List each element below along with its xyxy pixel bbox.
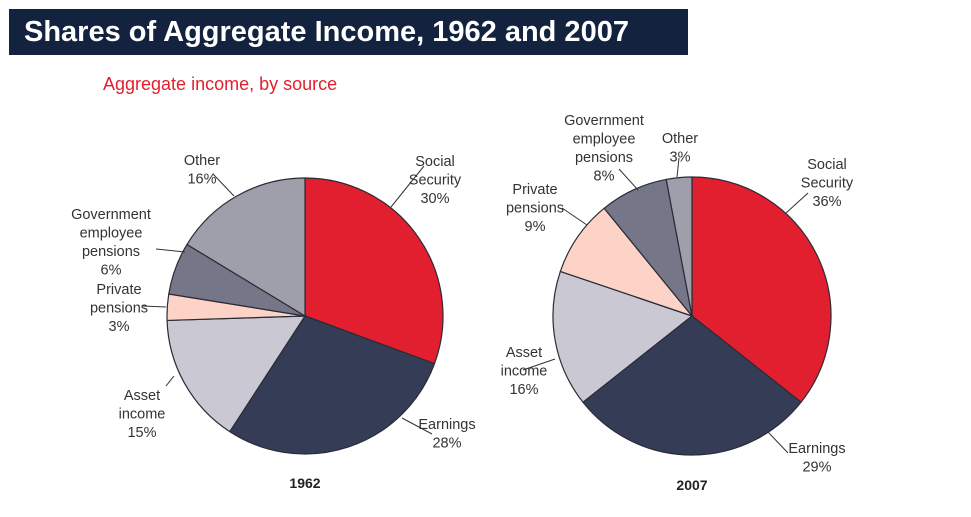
slice-label-2007-4: Government employee pensions 8% bbox=[564, 113, 644, 185]
pie-slice-1962-2 bbox=[166, 315, 306, 433]
slice-label-2007-5: Other 3% bbox=[662, 131, 698, 166]
leader-line-2007-5 bbox=[676, 157, 680, 178]
pie-chart-2007: Social Security 36% Earnings 29% Asset income 1… bbox=[501, 113, 854, 493]
chart-year-label-1962: 1962 bbox=[289, 475, 320, 491]
slice-label-1962-1: Earnings 28% bbox=[418, 417, 475, 452]
slice-label-1962-5: Other 16% bbox=[184, 153, 220, 188]
pie-slice-2007-5 bbox=[665, 176, 693, 317]
pie-slice-2007-1 bbox=[582, 315, 802, 456]
slice-label-2007-0: Social Security 36% bbox=[801, 157, 854, 210]
pie-slice-1962-1 bbox=[229, 315, 436, 455]
slice-label-1962-0: Social Security 30% bbox=[409, 154, 462, 207]
pie-slice-1962-0 bbox=[304, 177, 444, 365]
leader-line-1962-3 bbox=[142, 305, 167, 308]
leader-line-1962-0 bbox=[390, 165, 425, 208]
slice-label-1962-3: Private pensions 3% bbox=[90, 282, 148, 335]
page-title: Shares of Aggregate Income, 1962 and 200… bbox=[24, 15, 629, 48]
leader-line-2007-3 bbox=[561, 207, 588, 226]
pie-slice-1962-5 bbox=[186, 177, 306, 317]
chart-subtitle: Aggregate income, by source bbox=[103, 74, 338, 94]
slice-label-1962-2: Asset income 15% bbox=[119, 388, 166, 441]
chart-year-label-2007: 2007 bbox=[676, 477, 707, 493]
leader-line-2007-0 bbox=[785, 192, 809, 214]
slice-label-2007-2: Asset income 16% bbox=[501, 345, 548, 398]
slice-label-2007-3: Private pensions 9% bbox=[506, 182, 564, 235]
pie-slice-2007-0 bbox=[691, 176, 832, 403]
leader-line-2007-2 bbox=[522, 358, 556, 371]
leader-line-1962-2 bbox=[165, 375, 175, 387]
slice-label-2007-1: Earnings 29% bbox=[788, 441, 845, 476]
slice-label-1962-4: Government employee pensions 6% bbox=[71, 207, 151, 279]
leader-line-1962-1 bbox=[401, 417, 433, 435]
leader-line-1962-5 bbox=[212, 173, 235, 197]
leader-line-2007-1 bbox=[767, 431, 789, 454]
pie-chart-1962: Social Security 30% Earnings 28% Asset income 1… bbox=[71, 153, 476, 491]
pie-slice-2007-2 bbox=[552, 270, 693, 403]
leader-line-1962-4 bbox=[155, 248, 186, 253]
leader-line-2007-4 bbox=[618, 168, 639, 191]
title-banner: Shares of Aggregate Income, 1962 and 200… bbox=[9, 9, 688, 55]
